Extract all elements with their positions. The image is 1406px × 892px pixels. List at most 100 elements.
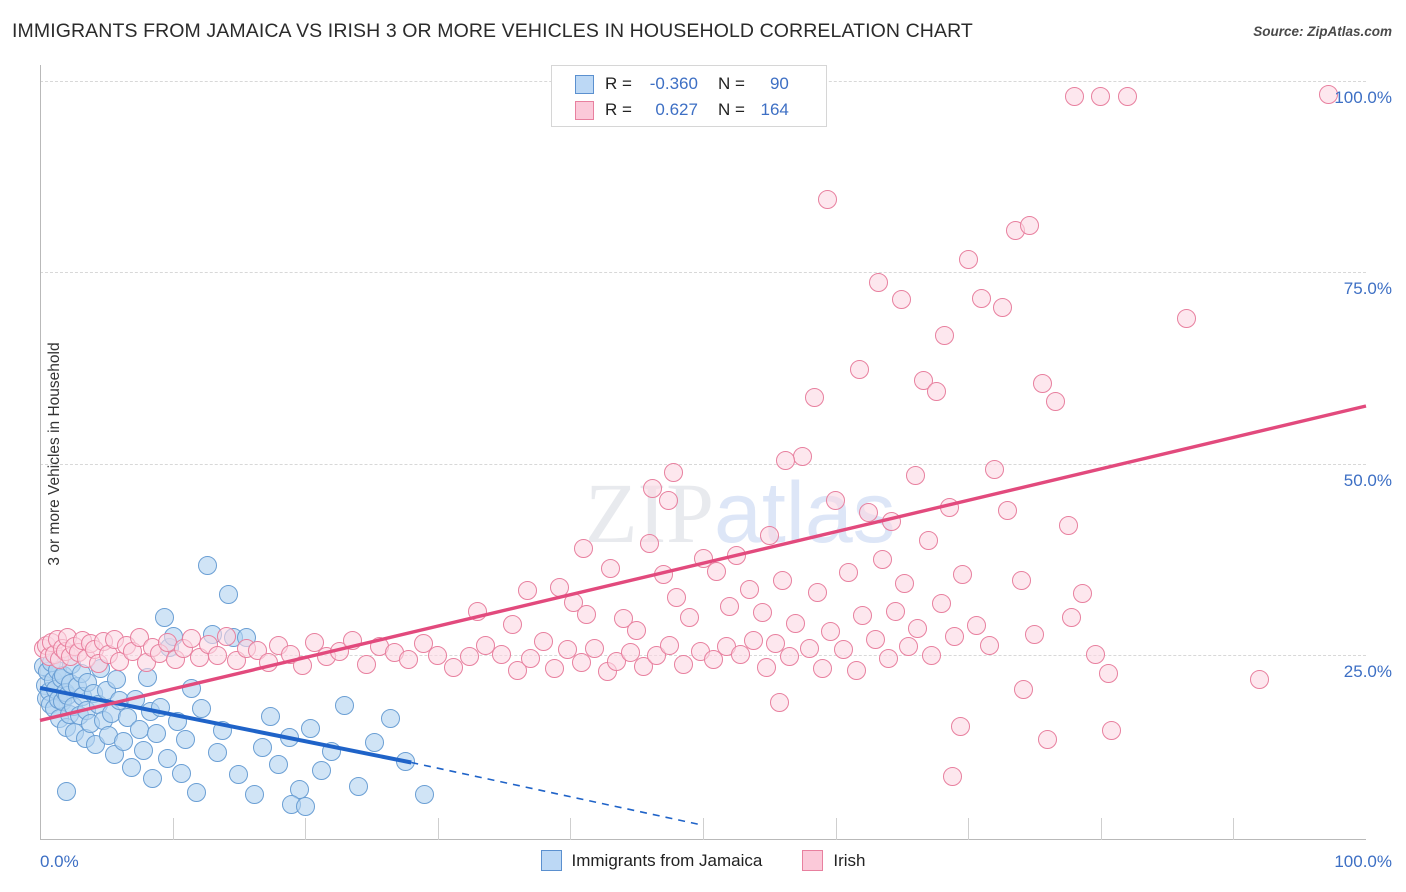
scatter-point (865, 629, 885, 649)
scatter-point (1099, 663, 1119, 683)
scatter-point (892, 290, 912, 310)
scatter-point (253, 737, 273, 757)
scatter-point (958, 250, 978, 270)
scatter-point (1011, 570, 1031, 590)
scatter-point (879, 648, 899, 668)
scatter-point (1250, 669, 1270, 689)
scatter-point (908, 619, 928, 639)
scatter-point (348, 777, 368, 797)
scatter-point (335, 696, 355, 716)
scatter-point (739, 579, 759, 599)
scatter-point (757, 657, 777, 677)
scatter-point (186, 782, 206, 802)
scatter-point (1019, 216, 1039, 236)
scatter-point (1062, 607, 1082, 627)
scatter-point (521, 648, 541, 668)
x-axis-max-label: 100.0% (1334, 852, 1392, 871)
y-axis-line (40, 65, 41, 840)
scatter-point (847, 660, 867, 680)
legend-swatch-irish (802, 850, 824, 871)
scatter-point (192, 699, 212, 719)
scatter-point (613, 609, 633, 629)
scatter-point (176, 730, 196, 750)
y-tick-label-75: 75.0% (1343, 279, 1392, 298)
x-axis-tick (437, 818, 439, 840)
scatter-point (444, 657, 464, 677)
gridline-50 (40, 464, 1366, 465)
legend-swatch-jamaica (540, 850, 562, 871)
scatter-point (491, 644, 511, 664)
scatter-point (428, 645, 448, 665)
scatter-point (659, 490, 679, 510)
legend-item-jamaica[interactable]: Immigrants from Jamaica (540, 850, 762, 871)
stats-r-label-pink: R = (605, 100, 632, 119)
scatter-point (680, 607, 700, 627)
stats-r-value-blue: -0.360 (649, 74, 698, 93)
scatter-point (261, 706, 281, 726)
legend-swatch-blue (575, 74, 594, 94)
scatter-point (979, 635, 999, 655)
scatter-point (245, 785, 265, 805)
scatter-point (1025, 625, 1044, 645)
scatter-point (826, 490, 846, 510)
scatter-point (197, 555, 217, 575)
scatter-point (759, 526, 779, 546)
scatter-point (799, 638, 819, 658)
scatter-point (627, 620, 647, 640)
scatter-point (518, 581, 538, 601)
scatter-point (640, 533, 660, 553)
trendline-extension (411, 761, 704, 827)
y-tick-label-50: 50.0% (1343, 471, 1392, 490)
x-axis-tick (172, 818, 174, 840)
scatter-point (804, 387, 824, 407)
scatter-point (849, 359, 869, 379)
scatter-point (643, 479, 663, 499)
scatter-point (985, 459, 1005, 479)
x-axis-tick (570, 818, 572, 840)
scatter-point (502, 614, 522, 634)
legend-item-irish[interactable]: Irish (802, 850, 865, 871)
x-axis-min-label: 0.0% (40, 852, 79, 871)
scatter-point (859, 502, 879, 522)
source-label: Source: ZipAtlas.com (1253, 24, 1392, 39)
trendline (39, 404, 1367, 723)
scatter-point (534, 631, 554, 651)
y-tick-label-25: 25.0% (1343, 662, 1392, 681)
scatter-point (921, 645, 941, 665)
scatter-point (1177, 309, 1197, 329)
scatter-point (229, 764, 249, 784)
scatter-point (147, 724, 167, 744)
scatter-point (1038, 730, 1058, 750)
scatter-point (998, 501, 1018, 521)
stats-n-value-pink: 164 (760, 100, 789, 119)
scatter-point (356, 654, 376, 674)
scatter-point (743, 631, 763, 651)
scatter-point (773, 570, 793, 590)
scatter-point (786, 613, 806, 633)
stats-n-label-blue: N = (717, 74, 745, 93)
scatter-point (775, 451, 795, 471)
scatter-point (1014, 679, 1034, 699)
x-axis-tick (1233, 818, 1235, 840)
scatter-point (1032, 374, 1052, 394)
x-axis-tick (835, 818, 837, 840)
y-axis-title: 3 or more Vehicles in Household (46, 342, 63, 566)
scatter-point (1072, 583, 1092, 603)
scatter-point (899, 637, 919, 657)
scatter-point (507, 660, 527, 680)
scatter-point (57, 781, 77, 801)
scatter-point (620, 643, 640, 663)
stats-row-pink: R = 0.627 N = 164 (552, 97, 826, 123)
scatter-point (895, 573, 915, 593)
scatter-point (301, 719, 320, 739)
x-axis-tick (305, 818, 307, 840)
page-title: IMMIGRANTS FROM JAMAICA VS IRISH 3 OR MO… (12, 20, 973, 42)
scatter-point (770, 693, 790, 713)
trendlines-layer (39, 404, 1367, 827)
scatter-point (155, 607, 175, 627)
scatter-point (1091, 86, 1111, 106)
scatter-point (218, 585, 238, 605)
scatter-point (704, 650, 724, 670)
scatter-point (660, 635, 680, 655)
scatter-point (413, 634, 433, 654)
